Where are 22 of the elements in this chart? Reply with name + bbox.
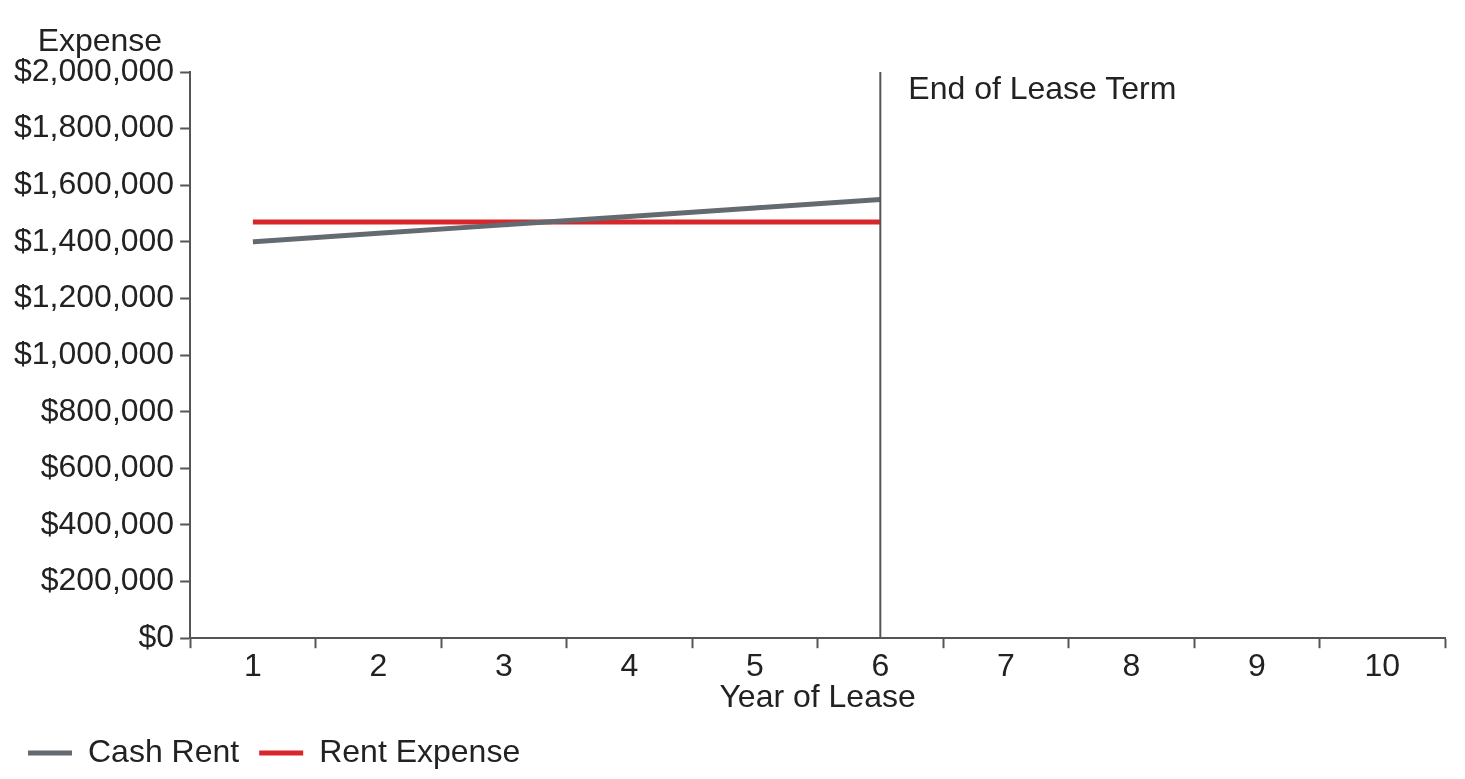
- x-tick-label: 2: [369, 647, 388, 684]
- y-tick-label: $1,800,000: [14, 108, 175, 145]
- x-tick-label: 9: [1247, 647, 1266, 684]
- legend-label: Cash Rent: [88, 732, 240, 769]
- y-tick-label: $0: [138, 618, 175, 655]
- y-axis-title: Expense: [37, 21, 163, 58]
- y-tick-label: $600,000: [40, 448, 175, 485]
- x-tick-label: 3: [494, 647, 513, 684]
- y-tick-label: $1,200,000: [14, 278, 175, 315]
- x-tick-label: 8: [1122, 647, 1141, 684]
- y-tick-label: $200,000: [40, 561, 175, 598]
- y-tick-label: $1,000,000: [14, 334, 175, 371]
- y-tick-label: $800,000: [40, 391, 175, 428]
- ref-line-label: End of Lease Term: [908, 69, 1177, 106]
- x-tick-label: 7: [996, 647, 1015, 684]
- x-tick-label: 1: [244, 647, 262, 684]
- legend-label: Rent Expense: [319, 732, 521, 769]
- y-tick-label: $1,600,000: [14, 165, 175, 202]
- x-tick-label: 10: [1364, 647, 1401, 684]
- y-tick-label: $400,000: [40, 504, 175, 541]
- y-tick-label: $1,400,000: [14, 221, 175, 258]
- x-tick-label: 4: [620, 647, 639, 684]
